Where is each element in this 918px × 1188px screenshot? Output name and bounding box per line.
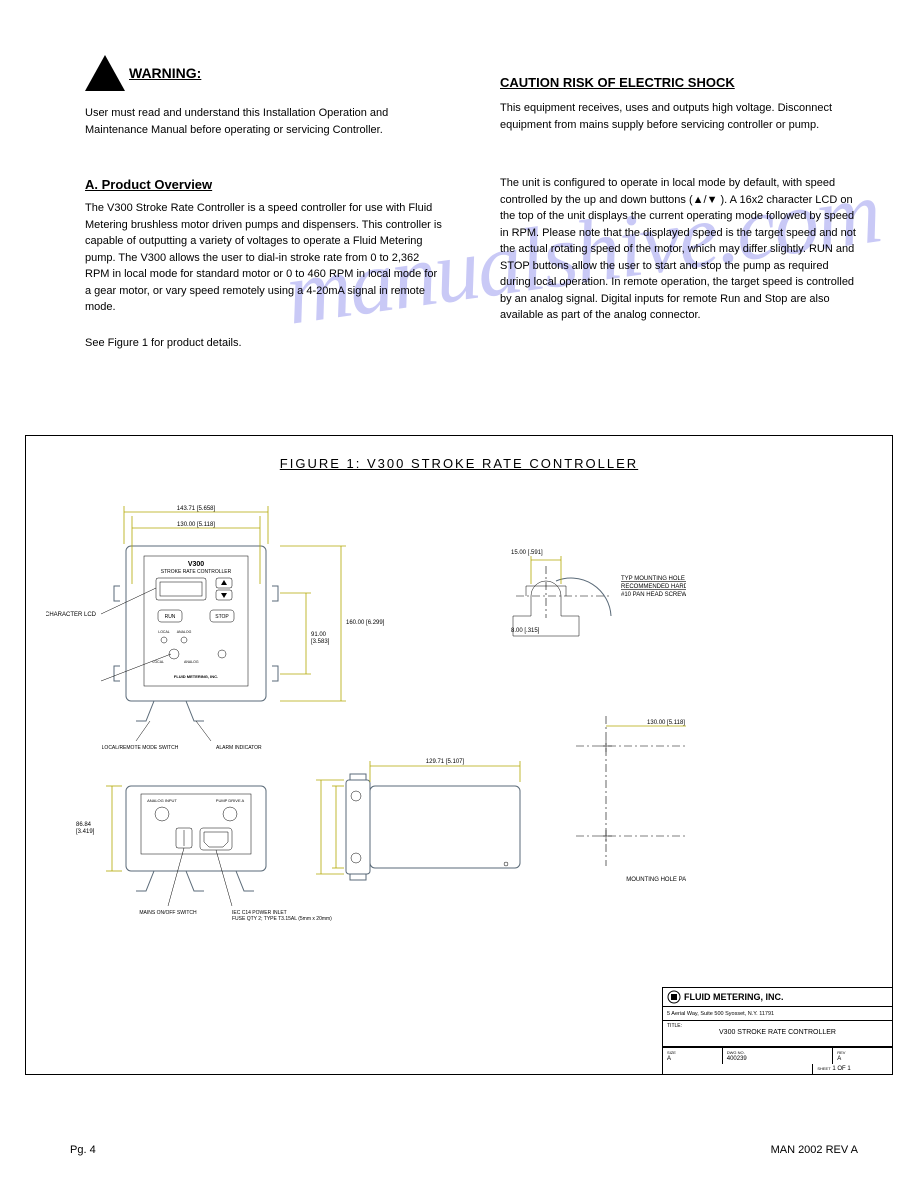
warning-text: User must read and understand this Insta… [85, 105, 445, 138]
svg-text:[3.583]: [3.583] [311, 639, 330, 645]
run-btn: RUN [165, 614, 176, 620]
tb-rev: A [837, 1056, 841, 1062]
figure-svg: V300 STROKE RATE CONTROLLER RUN STOP LOC… [46, 476, 686, 1046]
tb-dwg: 400239 [727, 1056, 747, 1062]
svg-text:ANALOG INPUT: ANALOG INPUT [147, 798, 177, 803]
svg-text:LOCAL: LOCAL [158, 630, 170, 634]
overview-title: A. Product Overview [85, 175, 212, 195]
tb-address: 5 Aerial Way, Suite 500 Syosset, N.Y. 11… [663, 1007, 892, 1021]
svg-text:PUMP DRIVE A: PUMP DRIVE A [216, 798, 245, 803]
svg-text:ALARM INDICATOR: ALARM INDICATOR [216, 745, 262, 751]
stop-btn: STOP [215, 614, 229, 620]
tb-desc: V300 STROKE RATE CONTROLLER [719, 1029, 836, 1036]
doc-id: MAN 2002 REV A [771, 1142, 858, 1159]
tb-size: A [667, 1056, 671, 1062]
overview-right: The unit is configured to operate in loc… [500, 175, 860, 324]
prod-label: V300 [188, 561, 204, 568]
title-block: FLUID METERING, INC. 5 Aerial Way, Suite… [662, 987, 892, 1074]
warning-block: WARNING: [85, 55, 858, 91]
svg-text:8.00 [.315]: 8.00 [.315] [511, 628, 540, 634]
svg-text:130.00 [5.118]: 130.00 [5.118] [647, 720, 685, 726]
figure-title: FIGURE 1: V300 STROKE RATE CONTROLLER [26, 456, 892, 471]
svg-text:ANALOG: ANALOG [177, 630, 192, 634]
overview-p1: The V300 Stroke Rate Controller is a spe… [85, 200, 445, 316]
caution-title: CAUTION RISK OF ELECTRIC SHOCK [500, 75, 735, 90]
warning-label: WARNING: [129, 65, 201, 81]
svg-text:FUSE QTY 2; TYPE T3.15AL (5mm: FUSE QTY 2; TYPE T3.15AL (5mm x 20mm) [232, 916, 332, 922]
svg-text:[3.419]: [3.419] [76, 829, 95, 835]
svg-text:LOCAL/REMOTE MODE SWITCH: LOCAL/REMOTE MODE SWITCH [102, 745, 179, 751]
svg-text:TYP MOUNTING HOLE DETAIL: TYP MOUNTING HOLE DETAIL [621, 576, 686, 582]
svg-text:129.71 [5.107]: 129.71 [5.107] [426, 759, 465, 765]
svg-text:MOUNTING HOLE PATTERN: MOUNTING HOLE PATTERN [626, 877, 686, 883]
tb-sheet: 1 OF 1 [832, 1066, 850, 1072]
svg-text:ANALOG: ANALOG [184, 660, 199, 664]
svg-text:MAINS ON/OFF SWITCH: MAINS ON/OFF SWITCH [139, 910, 197, 916]
svg-text:143.71 [5.658]: 143.71 [5.658] [177, 506, 216, 512]
page-num: Pg. 4 [70, 1142, 96, 1159]
svg-text:#10 PAN HEAD SCREW: #10 PAN HEAD SCREW [621, 592, 686, 598]
svg-text:16x2 CHARACTER LCD: 16x2 CHARACTER LCD [46, 612, 97, 618]
svg-text:FLUID METERING, INC.: FLUID METERING, INC. [174, 674, 218, 679]
tb-title-label: TITLE: [667, 1023, 682, 1029]
svg-text:86.84: 86.84 [76, 822, 92, 828]
overview-figref: See Figure 1 for product details. [85, 335, 445, 352]
svg-text:130.00 [5.118]: 130.00 [5.118] [177, 522, 215, 528]
svg-text:15.00 [.591]: 15.00 [.591] [511, 550, 543, 556]
prod-sub: STROKE RATE CONTROLLER [161, 569, 232, 575]
svg-text:RECOMMENDED HARDWARE:: RECOMMENDED HARDWARE: [621, 584, 686, 590]
caution-text: This equipment receives, uses and output… [500, 100, 850, 133]
figure-1: FIGURE 1: V300 STROKE RATE CONTROLLER V3… [25, 435, 893, 1075]
tb-company: FLUID METERING, INC. [684, 992, 784, 1002]
warning-icon [85, 55, 125, 91]
svg-text:160.00 [6.299]: 160.00 [6.299] [346, 620, 385, 626]
svg-text:91.00: 91.00 [311, 632, 327, 638]
